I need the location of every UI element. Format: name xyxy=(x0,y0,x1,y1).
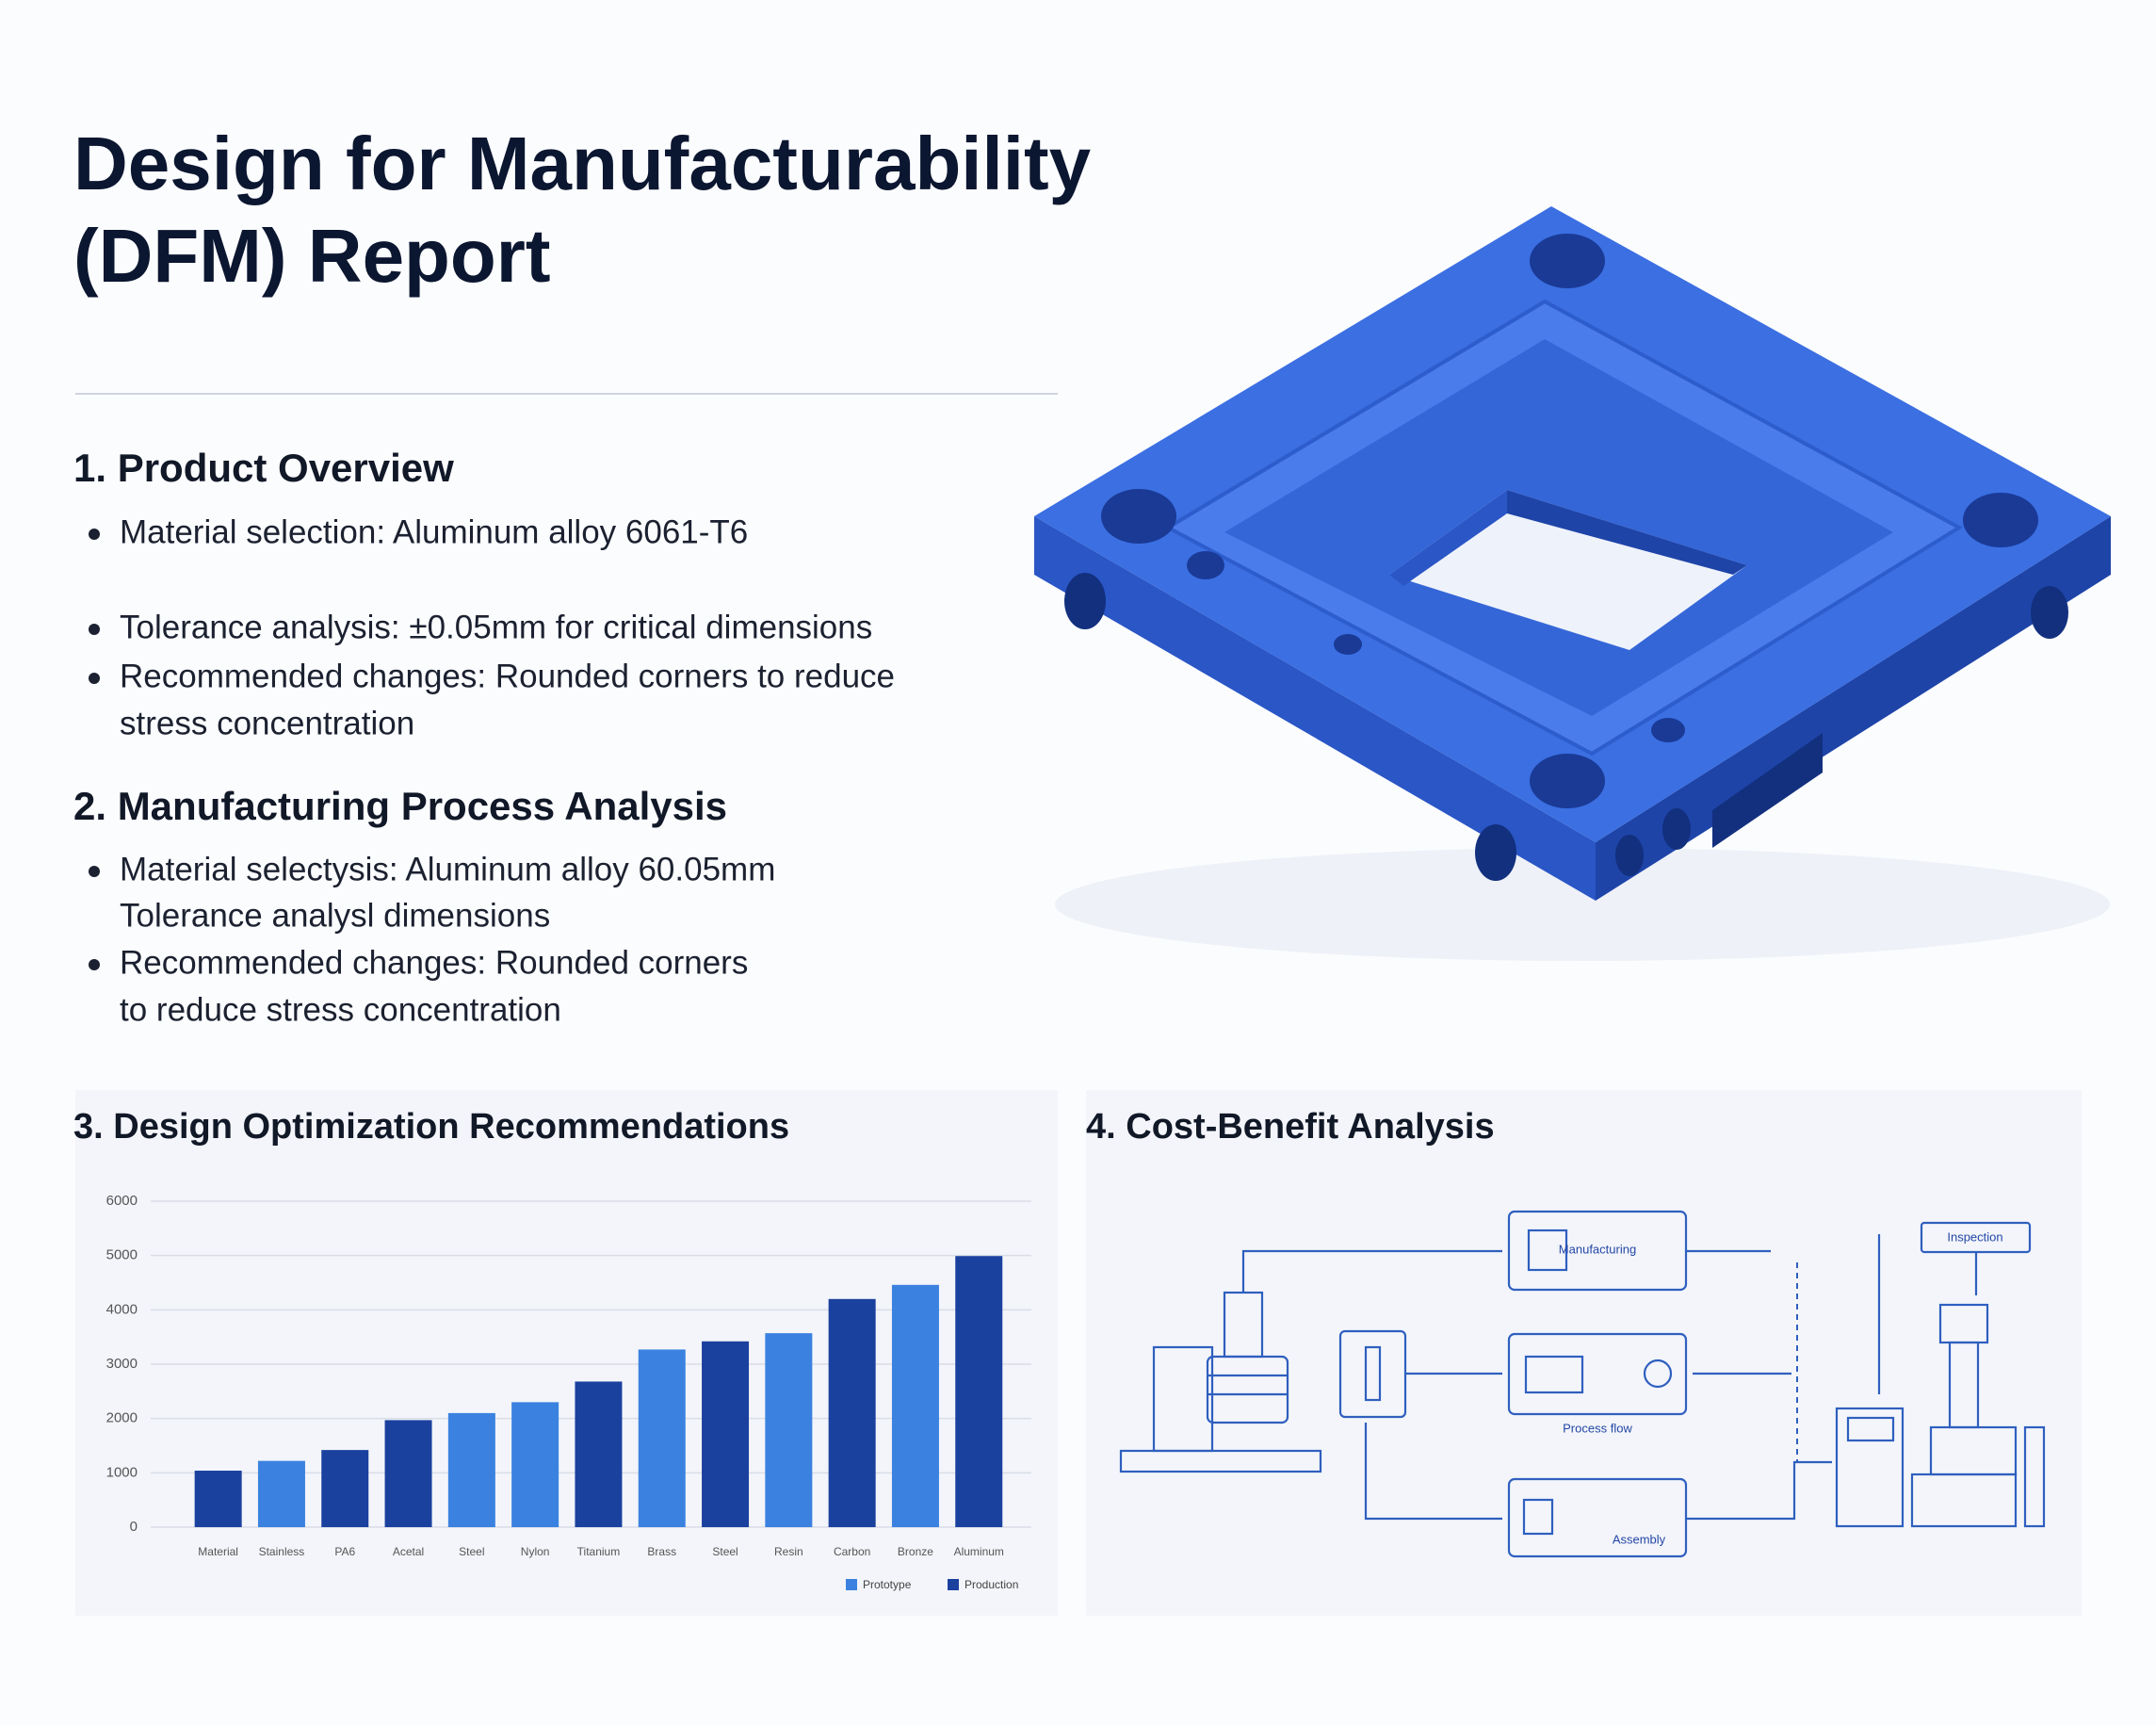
title-line: Design for Manufacturability xyxy=(73,122,1092,205)
bullet-text: Material selectysis: Aluminum alloy 60.0… xyxy=(120,851,775,887)
bullet-text: to reduce stress concentration xyxy=(120,991,561,1028)
bar xyxy=(194,1471,242,1527)
bar xyxy=(955,1256,1003,1527)
bar xyxy=(257,1460,305,1527)
bar xyxy=(447,1412,495,1527)
bullet-dot xyxy=(89,866,100,877)
bar xyxy=(891,1284,939,1527)
x-tick-label: Nylon xyxy=(521,1545,550,1558)
process-diagram xyxy=(1119,1210,2046,1558)
bullet-dot xyxy=(89,529,100,540)
x-tick-label: Aluminum xyxy=(954,1545,1004,1558)
x-tick-label: Stainless xyxy=(259,1545,305,1558)
bullet-text: stress concentration xyxy=(120,705,414,741)
x-tick-label: Carbon xyxy=(834,1545,870,1558)
y-tick-label: 5000 xyxy=(106,1247,138,1263)
y-tick-label: 3000 xyxy=(106,1356,138,1372)
bullet-text: Recommended changes: Rounded corners xyxy=(120,944,748,981)
x-tick-label: Resin xyxy=(774,1545,803,1558)
y-tick-label: 4000 xyxy=(106,1301,138,1317)
bar xyxy=(511,1402,559,1527)
bar xyxy=(575,1381,623,1527)
node-label: Process flow xyxy=(1563,1421,1632,1435)
x-tick-label: Steel xyxy=(459,1545,484,1558)
bar xyxy=(384,1420,432,1527)
y-tick-label: 1000 xyxy=(106,1464,138,1480)
title-line: (DFM) Report xyxy=(73,214,551,298)
node-label: Manufacturing xyxy=(1559,1242,1636,1256)
node-label: Inspection xyxy=(1947,1229,2002,1244)
chart-title: 3. Design Optimization Recommendations xyxy=(73,1107,789,1147)
bullet-text: Recommended changes: Rounded corners to … xyxy=(120,658,895,694)
legend-label: Production xyxy=(965,1578,1018,1591)
section-heading: 2. Manufacturing Process Analysis xyxy=(73,784,727,828)
diagram-panel xyxy=(1086,1090,2082,1616)
x-tick-label: Titanium xyxy=(577,1545,621,1558)
x-tick-label: PA6 xyxy=(334,1545,355,1558)
diagram-title: 4. Cost-Benefit Analysis xyxy=(1086,1107,1495,1147)
bullet-dot xyxy=(89,959,100,970)
x-tick-label: Steel xyxy=(712,1545,738,1558)
section-heading: 1. Product Overview xyxy=(73,446,454,490)
bullet-text: Tolerance analysis: ±0.05mm for critical… xyxy=(120,609,872,645)
part-illustration xyxy=(1034,206,2111,961)
x-tick-label: Brass xyxy=(647,1545,676,1558)
bar xyxy=(828,1298,876,1527)
chart: 0 1000 2000 3000 4000 5000 6000 Material Stainle… xyxy=(106,1193,1031,1591)
x-tick-label: Material xyxy=(198,1545,238,1558)
bullet-dot xyxy=(89,673,100,684)
legend-swatch xyxy=(948,1579,959,1590)
bar xyxy=(321,1450,369,1527)
x-tick-label: Acetal xyxy=(393,1545,424,1558)
bullet-text: Tolerance analysl dimensions xyxy=(120,897,550,934)
node-label: Assembly xyxy=(1613,1532,1666,1546)
bar xyxy=(638,1349,686,1527)
y-tick-label: 0 xyxy=(130,1519,138,1535)
x-tick-label: Bronze xyxy=(898,1545,933,1558)
legend-label: Prototype xyxy=(863,1578,912,1591)
legend-swatch xyxy=(846,1579,857,1590)
bullet-text: Material selection: Aluminum alloy 6061-… xyxy=(120,513,748,550)
bar xyxy=(702,1341,750,1527)
y-tick-label: 2000 xyxy=(106,1410,138,1426)
bar xyxy=(765,1333,813,1527)
bullet-dot xyxy=(89,624,100,635)
y-tick-label: 6000 xyxy=(106,1193,138,1209)
